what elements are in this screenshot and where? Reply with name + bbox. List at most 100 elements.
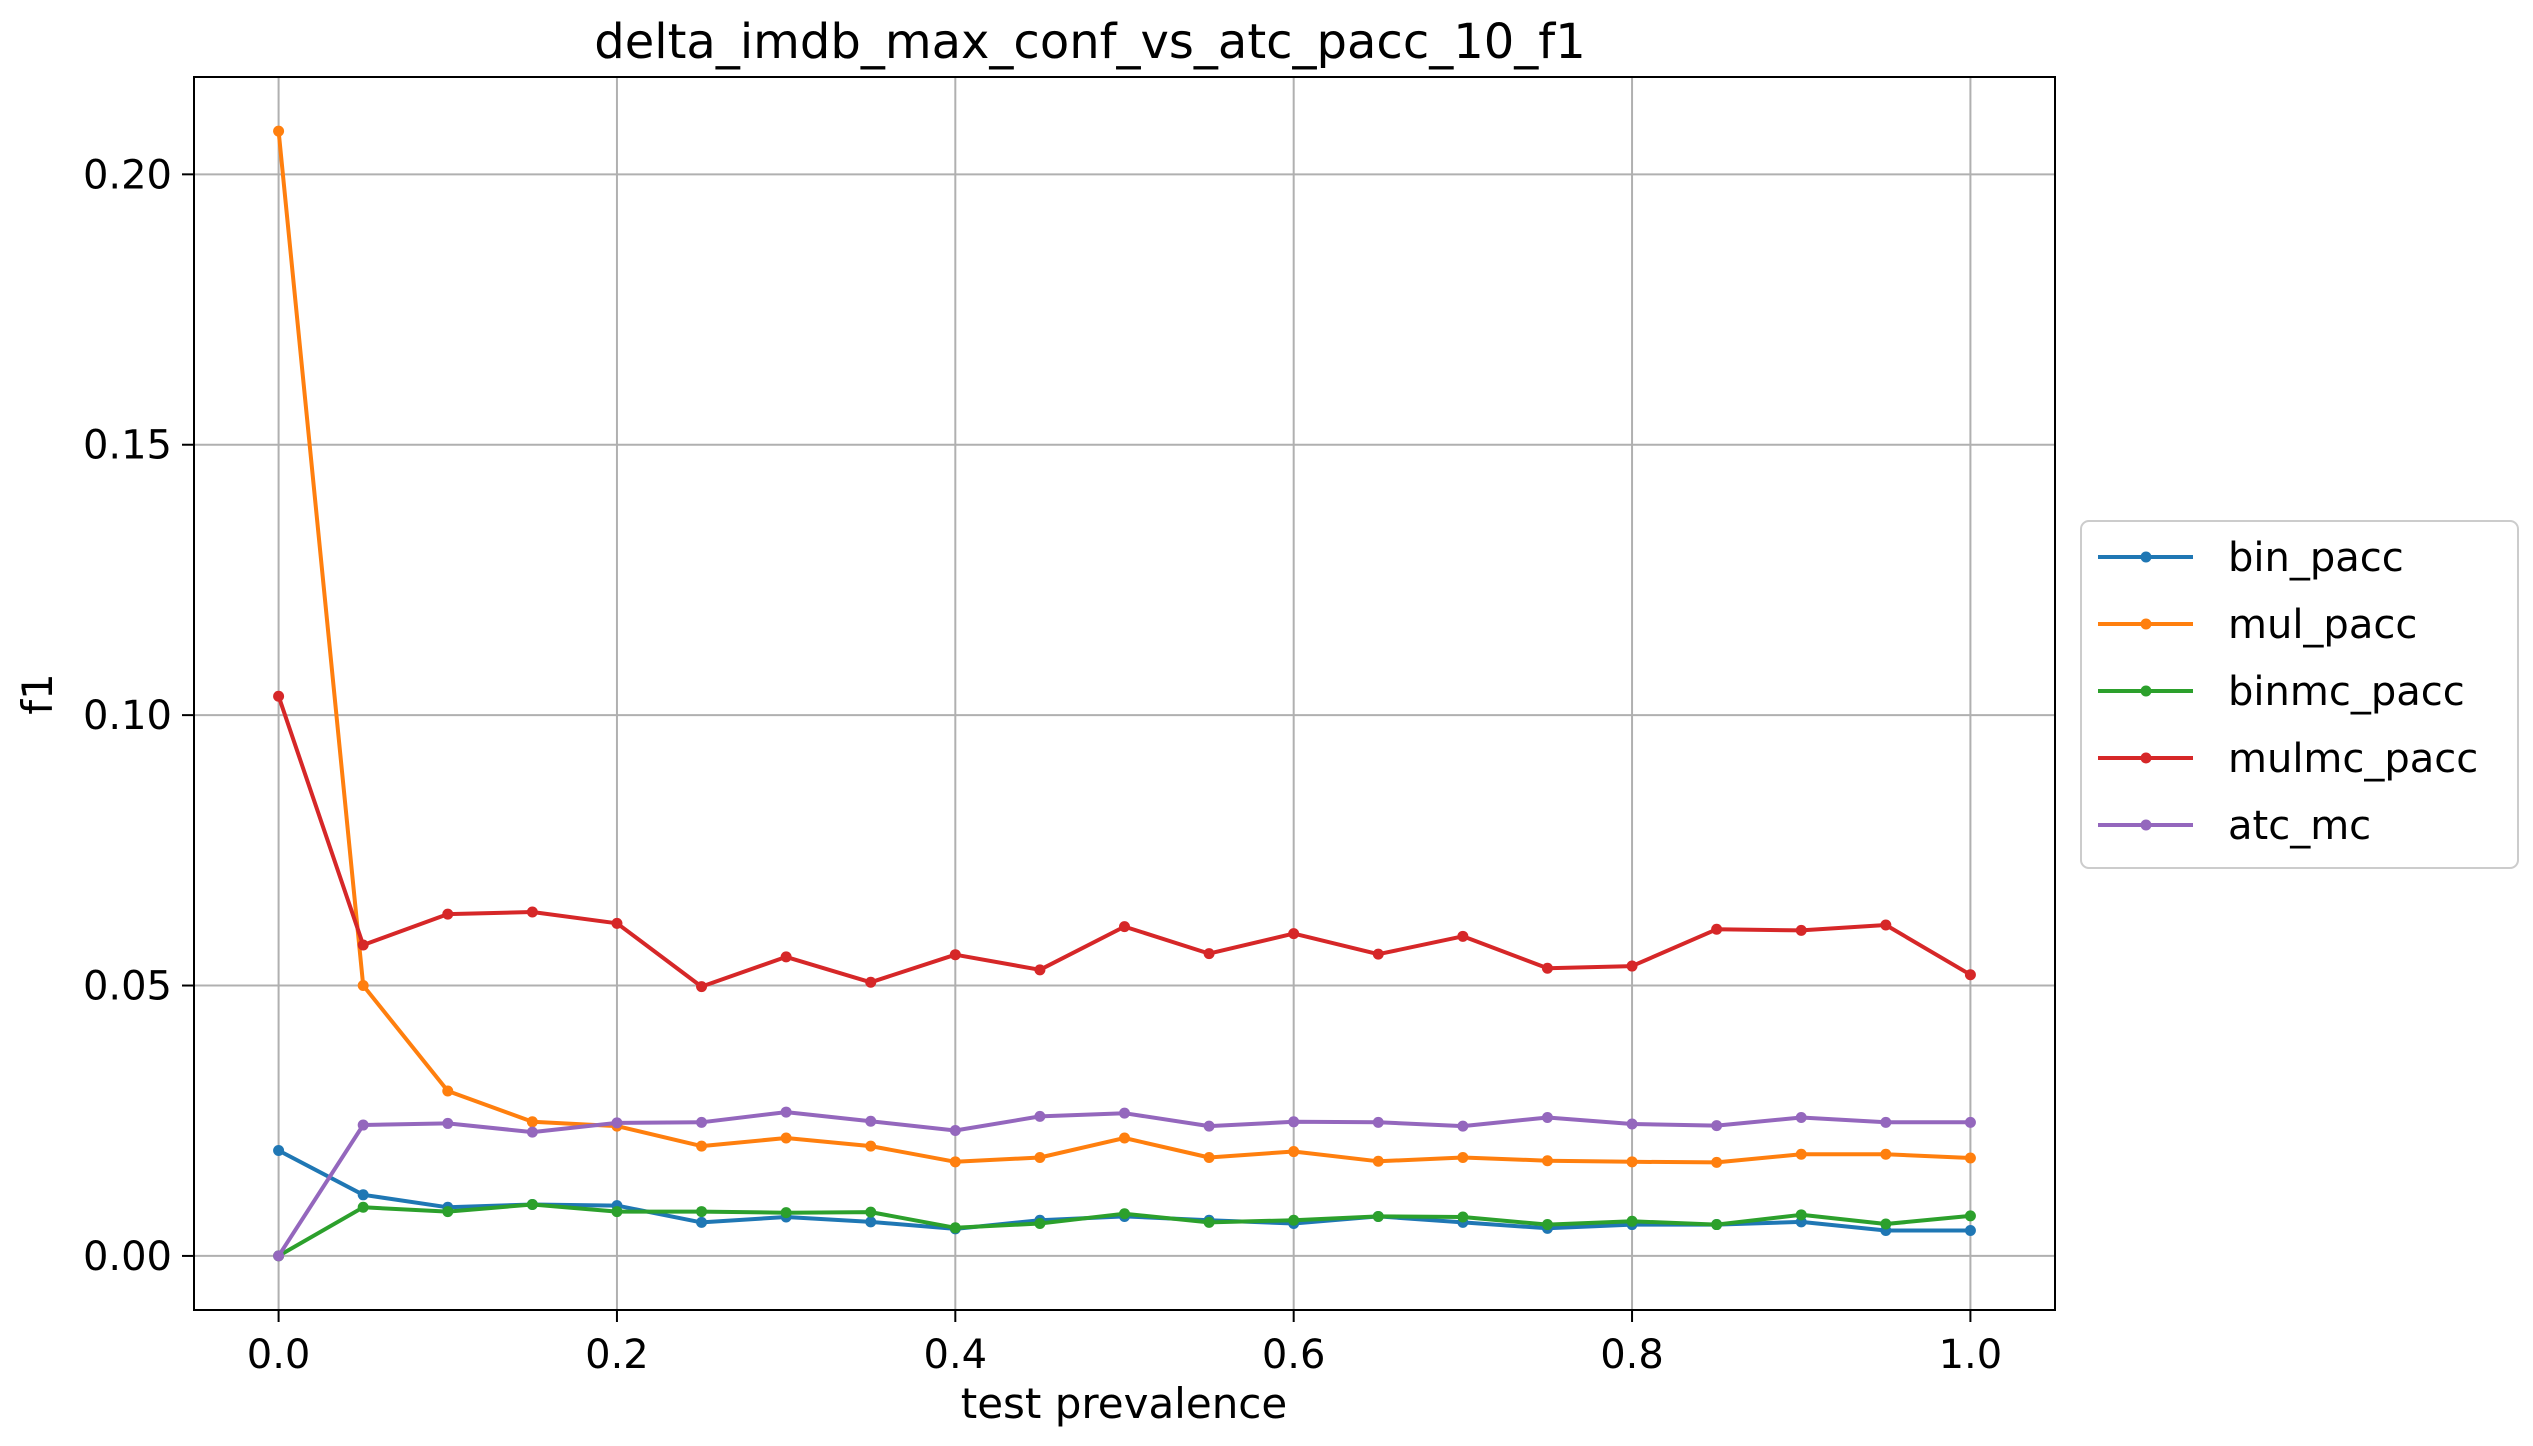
data-point — [1541, 1219, 1553, 1231]
data-point — [1372, 948, 1384, 960]
data-point — [1541, 1111, 1553, 1123]
data-point — [357, 980, 369, 992]
data-point — [865, 1140, 877, 1152]
data-point — [442, 1206, 454, 1218]
data-point — [696, 1140, 708, 1152]
data-point — [1880, 1116, 1892, 1128]
data-point — [357, 1201, 369, 1213]
x-axis-label: test prevalence — [961, 1379, 1288, 1428]
legend-label: mulmc_pacc — [2228, 736, 2478, 782]
data-point — [865, 1115, 877, 1127]
data-point — [696, 1206, 708, 1218]
data-point — [1711, 1219, 1723, 1231]
data-point — [1034, 1217, 1046, 1229]
legend-label: bin_pacc — [2228, 535, 2404, 581]
x-tick-label: 0.4 — [924, 1332, 988, 1378]
data-point — [865, 1206, 877, 1218]
data-point — [1457, 1151, 1469, 1163]
data-point — [1964, 1225, 1976, 1237]
data-point — [1880, 1218, 1892, 1230]
legend: bin_pacc mul_pacc binmc_pacc mulmc_pacc atc_… — [2080, 520, 2519, 869]
legend-label: mul_pacc — [2228, 602, 2417, 648]
data-point — [1626, 960, 1638, 972]
legend-marker — [2140, 685, 2152, 697]
y-tick-label: 0.20 — [83, 152, 172, 198]
data-point — [1626, 1156, 1638, 1168]
data-point — [949, 1124, 961, 1136]
data-point — [1964, 969, 1976, 981]
chart-title: delta_imdb_max_conf_vs_atc_pacc_10_f1 — [594, 14, 1585, 70]
legend-marker — [2140, 819, 2152, 831]
data-point — [780, 1132, 792, 1144]
data-point — [611, 1206, 623, 1218]
x-tick-label: 0.0 — [247, 1332, 311, 1378]
data-point — [1626, 1215, 1638, 1227]
legend-label: binmc_pacc — [2228, 669, 2465, 715]
data-point — [1119, 1208, 1130, 1220]
series-group — [273, 125, 1976, 1262]
data-point — [1119, 1132, 1130, 1144]
data-point — [949, 949, 961, 961]
data-point — [696, 1216, 708, 1228]
data-point — [1795, 1111, 1807, 1123]
plot-frame — [193, 76, 2056, 1311]
legend-item: atc_mc — [2098, 803, 2371, 849]
data-point — [1795, 924, 1807, 936]
data-point — [526, 1126, 538, 1138]
data-point — [1880, 1148, 1892, 1160]
data-point — [1203, 1151, 1215, 1163]
data-point — [273, 125, 285, 137]
data-point — [442, 1085, 454, 1097]
data-point — [865, 976, 877, 988]
y-tick-label: 0.05 — [83, 964, 172, 1010]
data-point — [1288, 928, 1300, 940]
data-point — [1541, 1155, 1553, 1167]
y-axis-label: f1 — [13, 673, 62, 715]
data-point — [526, 1199, 538, 1211]
data-point — [1964, 1152, 1976, 1164]
x-tick-label: 0.8 — [1600, 1332, 1664, 1378]
data-point — [1795, 1148, 1807, 1160]
data-point — [1203, 1216, 1215, 1228]
data-point — [611, 917, 623, 929]
data-point — [1711, 1120, 1723, 1132]
data-point — [357, 1189, 369, 1201]
data-point — [1541, 962, 1553, 974]
legend-item: mulmc_pacc — [2098, 736, 2478, 782]
data-point — [1457, 1120, 1469, 1132]
data-point — [780, 1106, 792, 1118]
data-point — [611, 1117, 623, 1129]
data-point — [1203, 948, 1215, 960]
data-point — [696, 981, 708, 993]
y-tick-label: 0.10 — [83, 693, 172, 739]
data-point — [780, 951, 792, 963]
data-point — [1880, 919, 1892, 931]
data-point — [1457, 1211, 1469, 1223]
data-point — [526, 1116, 538, 1128]
data-point — [1372, 1116, 1384, 1128]
data-point — [273, 690, 285, 702]
data-point — [526, 906, 538, 918]
data-point — [780, 1207, 792, 1219]
data-point — [1034, 1151, 1046, 1163]
y-tick-label: 0.15 — [83, 423, 172, 469]
data-point — [1711, 1156, 1723, 1168]
data-point — [1964, 1210, 1976, 1222]
legend-item: mul_pacc — [2098, 602, 2417, 648]
legend-marker — [2140, 551, 2152, 563]
data-point — [1288, 1116, 1300, 1128]
ticks: 0.0 0.2 0.4 0.6 0.8 1.0 0.00 0.05 0.10 0.15 0.20 — [83, 152, 2002, 1378]
data-point — [442, 908, 454, 920]
data-point — [696, 1116, 708, 1128]
data-point — [273, 1250, 285, 1262]
data-point — [357, 1119, 369, 1131]
y-tick-label: 0.00 — [83, 1234, 172, 1280]
data-point — [442, 1117, 454, 1129]
data-point — [1203, 1120, 1215, 1132]
x-tick-label: 0.6 — [1262, 1332, 1326, 1378]
legend-item: bin_pacc — [2098, 535, 2404, 581]
data-point — [1964, 1116, 1976, 1128]
series-mulmc_pacc — [273, 690, 1976, 993]
legend-marker — [2140, 752, 2152, 764]
